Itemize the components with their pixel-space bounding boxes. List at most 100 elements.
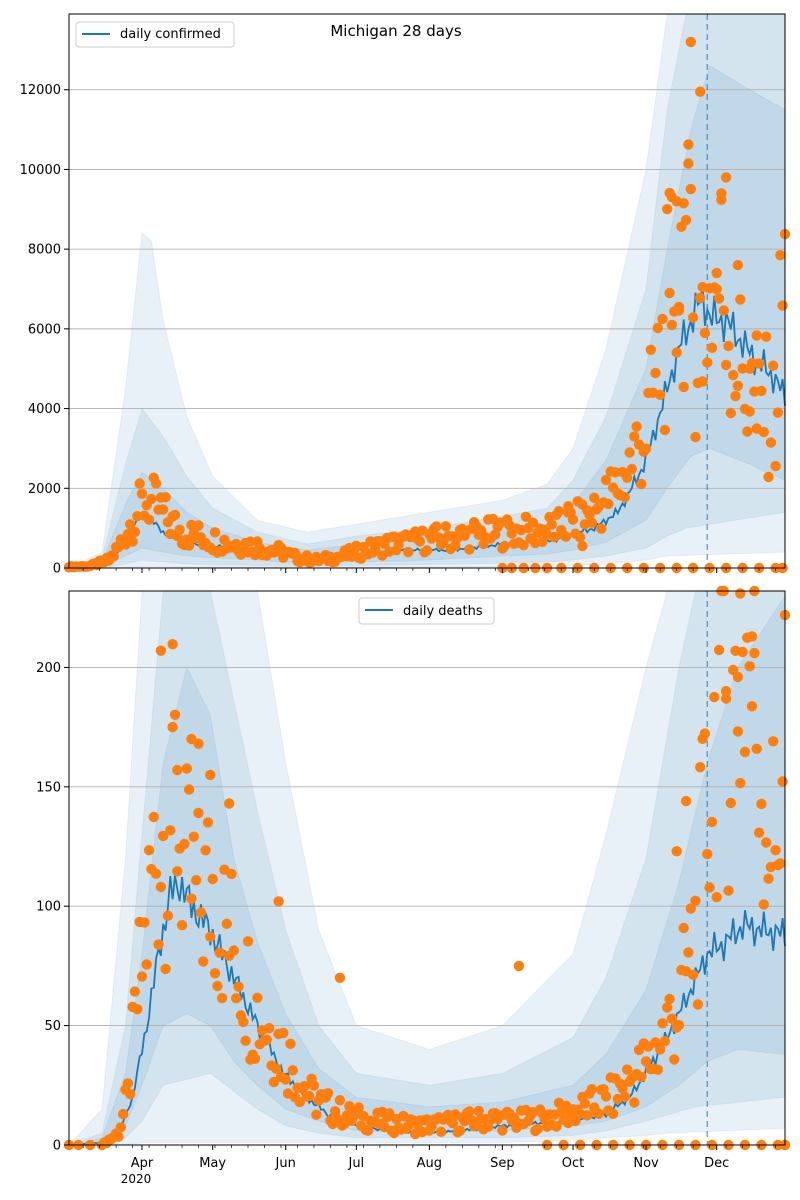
data-point xyxy=(751,330,762,341)
data-point xyxy=(195,907,207,918)
data-point xyxy=(193,520,204,531)
data-point xyxy=(118,1108,129,1120)
x-axis-year-label: 2020 xyxy=(121,1172,152,1186)
data-point xyxy=(683,947,694,958)
data-point xyxy=(238,1016,249,1028)
data-point xyxy=(657,313,668,325)
data-point xyxy=(532,1123,543,1135)
data-point xyxy=(129,986,141,997)
data-point xyxy=(775,250,786,261)
data-point xyxy=(273,896,284,907)
data-point xyxy=(749,647,760,659)
data-point xyxy=(162,910,174,921)
data-point xyxy=(574,532,586,543)
data-point xyxy=(713,644,725,656)
y-tick-label: 12000 xyxy=(20,83,61,98)
data-point xyxy=(664,287,675,299)
data-point xyxy=(240,1035,251,1046)
data-point xyxy=(751,743,762,754)
data-point xyxy=(636,1071,647,1083)
data-point xyxy=(143,845,155,856)
confirmed-points xyxy=(63,36,791,574)
data-point xyxy=(680,795,692,807)
data-point xyxy=(652,322,663,334)
data-point xyxy=(589,492,600,503)
y-tick-label: 150 xyxy=(36,780,61,795)
data-point xyxy=(271,1063,282,1074)
data-point xyxy=(730,390,741,402)
data-point xyxy=(447,1118,459,1129)
data-point xyxy=(770,460,781,472)
confirmed-gridlines xyxy=(69,89,785,489)
plot-frame xyxy=(68,590,786,1146)
data-point xyxy=(723,885,734,896)
data-point xyxy=(287,1065,298,1076)
data-point xyxy=(678,922,689,934)
data-point xyxy=(619,492,630,503)
data-point xyxy=(744,363,755,374)
data-point xyxy=(720,359,732,371)
data-point xyxy=(224,798,235,809)
data-point xyxy=(631,421,642,432)
deaths-points xyxy=(63,585,791,1151)
data-point xyxy=(704,882,715,893)
data-point xyxy=(125,1088,136,1100)
data-point xyxy=(172,866,183,877)
data-point xyxy=(751,423,762,434)
data-point xyxy=(763,471,774,483)
data-point xyxy=(311,1109,322,1120)
data-point xyxy=(761,837,772,848)
data-point xyxy=(695,292,706,304)
data-point xyxy=(720,686,732,697)
data-point xyxy=(706,342,718,353)
data-point xyxy=(685,36,696,48)
data-point xyxy=(577,540,588,552)
data-point xyxy=(191,875,202,886)
data-point xyxy=(160,963,171,975)
y-tick-label: 50 xyxy=(44,1019,61,1034)
data-point xyxy=(709,691,720,703)
data-point xyxy=(108,551,120,562)
shared-x-axis: Apr May Jun Jul Aug Sep Oct Nov Dec xyxy=(131,1156,730,1171)
data-point xyxy=(706,816,718,828)
data-point xyxy=(304,1090,315,1102)
data-point xyxy=(228,945,240,956)
x-tick-label: Jun xyxy=(275,1156,296,1171)
y-tick-label: 4000 xyxy=(28,402,61,417)
data-point xyxy=(626,463,638,475)
data-point xyxy=(640,1056,652,1067)
x-tick-label: Jul xyxy=(347,1156,364,1171)
data-point xyxy=(497,1125,508,1136)
data-point xyxy=(659,1036,671,1047)
data-point xyxy=(499,540,510,552)
data-point xyxy=(188,831,199,842)
data-point xyxy=(586,517,598,528)
data-point xyxy=(758,899,769,910)
data-point xyxy=(209,968,221,979)
data-point xyxy=(629,431,640,442)
data-point xyxy=(249,1053,261,1064)
data-point xyxy=(403,546,414,558)
data-point xyxy=(205,769,216,781)
data-point xyxy=(725,407,736,419)
data-point xyxy=(692,999,704,1010)
data-point xyxy=(183,784,195,795)
data-point xyxy=(553,506,565,517)
data-point xyxy=(155,881,167,893)
data-point xyxy=(158,830,169,842)
data-point xyxy=(113,1131,124,1142)
data-point xyxy=(134,478,145,489)
data-point xyxy=(560,531,572,542)
data-point xyxy=(607,1108,619,1120)
data-point xyxy=(231,993,242,1004)
data-point xyxy=(165,825,176,836)
data-point xyxy=(454,1125,466,1136)
data-point xyxy=(214,947,225,958)
confirmed-legend: daily confirmed xyxy=(75,21,235,48)
data-point xyxy=(666,319,678,331)
data-point xyxy=(699,728,711,739)
data-point xyxy=(777,776,788,787)
data-point xyxy=(775,858,786,869)
data-point xyxy=(132,1004,143,1015)
